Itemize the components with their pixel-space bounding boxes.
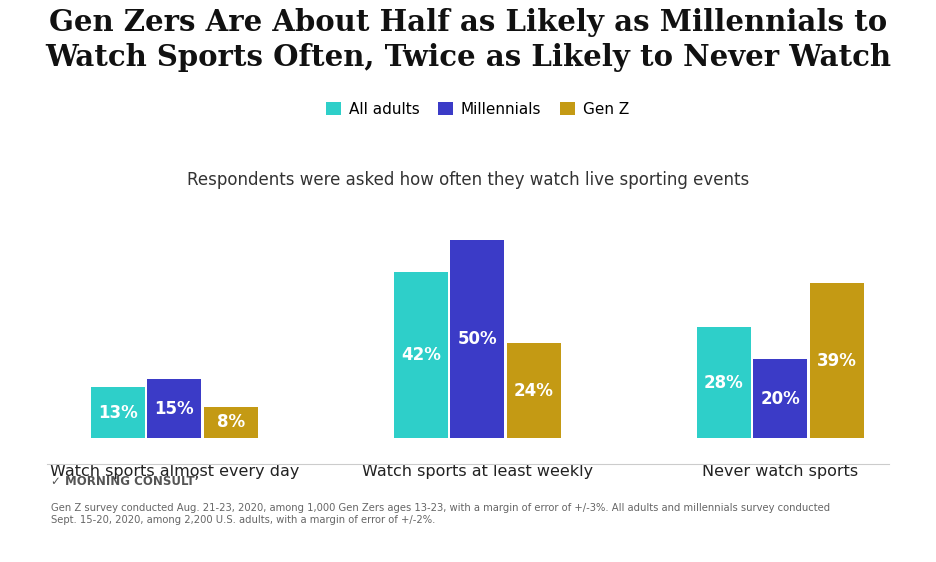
Text: 13%: 13% <box>98 404 138 422</box>
Text: Watch sports almost every day: Watch sports almost every day <box>50 464 299 479</box>
Legend: All adults, Millennials, Gen Z: All adults, Millennials, Gen Z <box>320 96 635 123</box>
Text: 24%: 24% <box>514 382 554 400</box>
Text: Watch sports at least weekly: Watch sports at least weekly <box>362 464 592 479</box>
Text: 15%: 15% <box>154 400 194 418</box>
Text: 8%: 8% <box>217 414 245 432</box>
Bar <box>204 406 257 438</box>
Text: 42%: 42% <box>401 346 441 364</box>
Bar <box>394 271 447 438</box>
Text: 39%: 39% <box>817 352 856 370</box>
Text: 28%: 28% <box>704 374 744 392</box>
Bar <box>753 359 808 438</box>
Text: 20%: 20% <box>761 389 800 407</box>
Bar <box>147 379 201 438</box>
Text: ✓ MORNING CONSULTʼ: ✓ MORNING CONSULTʼ <box>51 475 199 488</box>
Bar <box>810 283 864 438</box>
Text: Gen Z survey conducted Aug. 21-23, 2020, among 1,000 Gen Zers ages 13-23, with a: Gen Z survey conducted Aug. 21-23, 2020,… <box>51 503 830 524</box>
Bar <box>507 343 561 438</box>
Text: Respondents were asked how often they watch live sporting events: Respondents were asked how often they wa… <box>187 171 749 189</box>
Text: Never watch sports: Never watch sports <box>702 464 858 479</box>
Text: 50%: 50% <box>458 330 497 348</box>
Bar <box>697 327 751 438</box>
Text: Gen Zers Are About Half as Likely as Millennials to
Watch Sports Often, Twice as: Gen Zers Are About Half as Likely as Mil… <box>45 8 891 72</box>
Bar <box>91 387 145 438</box>
Bar <box>450 240 505 438</box>
